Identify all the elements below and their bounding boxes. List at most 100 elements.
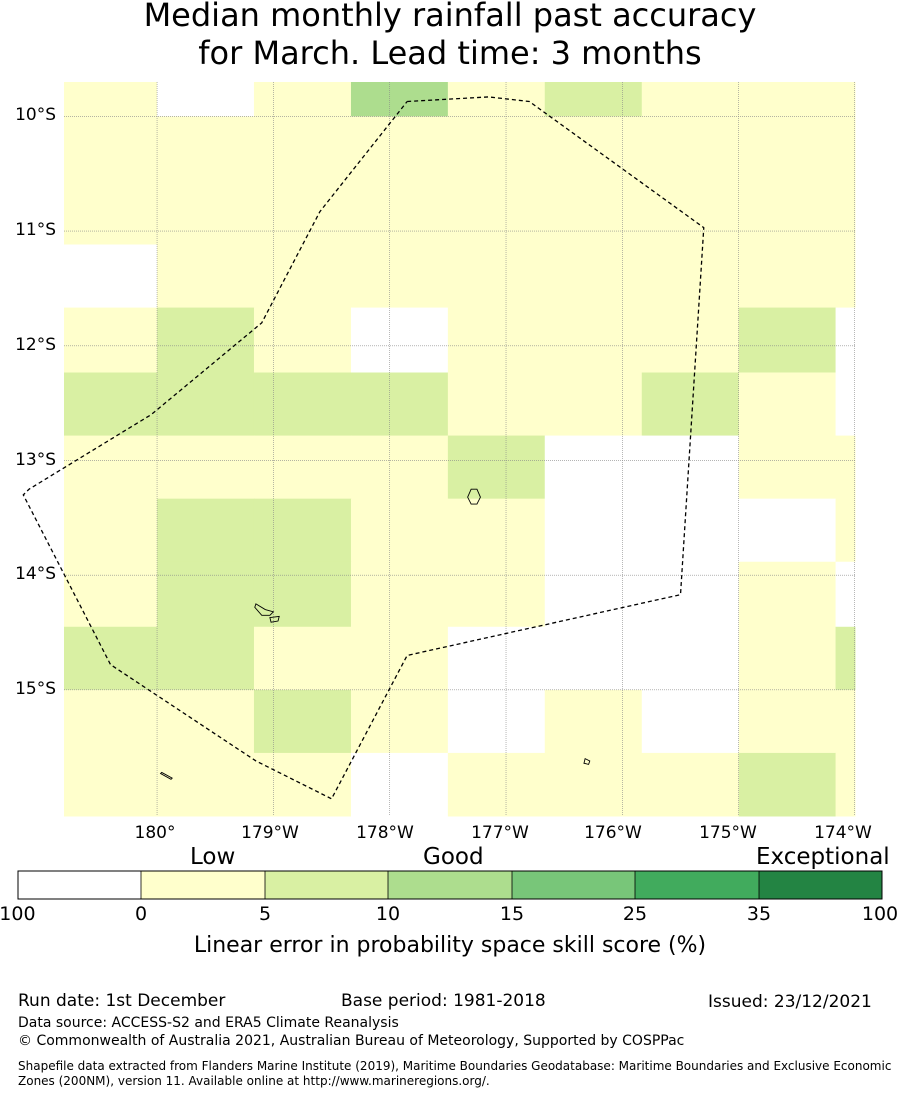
lon-label-175w: 175°W (699, 823, 757, 843)
skill-cell (544, 244, 643, 309)
skill-cell (350, 752, 449, 817)
skill-cell (64, 116, 158, 182)
skill-cell (738, 307, 837, 374)
skill-cell (350, 689, 449, 754)
colorbar-tick: 0 (134, 903, 148, 925)
skill-cell (447, 626, 546, 691)
skill-cell (64, 244, 158, 309)
skill-cell (835, 689, 856, 754)
islands (159, 488, 591, 780)
skill-cell (544, 307, 643, 374)
skill-cell (641, 689, 740, 754)
colorbar (17, 870, 883, 900)
skill-cell (157, 244, 255, 309)
island-outline (467, 488, 481, 505)
skill-cell (447, 498, 546, 563)
skill-cell (544, 116, 643, 182)
skill-cell (350, 372, 449, 437)
skill-cell (738, 498, 837, 563)
skill-cell (835, 561, 856, 628)
skill-cell (738, 626, 837, 691)
skill-cell (738, 689, 837, 754)
skill-cell (738, 561, 837, 628)
skill-cell (253, 244, 352, 309)
skill-cell (350, 181, 449, 246)
skill-cell (544, 689, 643, 754)
colorbar-low-label: Low (190, 844, 236, 870)
shapefile-credit-line-1: Shapefile data extracted from Flanders M… (18, 1059, 892, 1073)
skill-cell (253, 307, 352, 374)
lat-label-13s: 13°S (15, 450, 56, 470)
skill-cell (641, 561, 740, 628)
lat-label-10s: 10°S (15, 105, 56, 125)
skill-cell (641, 372, 740, 437)
lat-label-12s: 12°S (15, 335, 56, 355)
skill-cell (641, 181, 740, 246)
skill-cell (350, 116, 449, 182)
skill-cell (738, 372, 837, 437)
lon-label-178w: 178°W (356, 823, 414, 843)
lat-label-11s: 11°S (15, 220, 56, 240)
skill-cell (447, 372, 546, 437)
skill-cell (157, 116, 255, 182)
island-outline (254, 603, 275, 616)
skill-cell (64, 498, 158, 563)
skill-cell (157, 561, 255, 628)
skill-cell (253, 435, 352, 500)
chart-title: Median monthly rainfall past accuracy fo… (0, 0, 900, 72)
skill-cell (253, 82, 352, 117)
skill-cell (64, 307, 158, 374)
skill-cell (447, 181, 546, 246)
skill-cell (835, 626, 856, 691)
skill-cell (447, 752, 546, 817)
colorbar-segment (635, 871, 759, 899)
skill-cell (447, 116, 546, 182)
skill-cell (64, 752, 158, 817)
lon-label-176w: 176°W (584, 823, 642, 843)
skill-cell (835, 435, 856, 500)
skill-cell (157, 82, 255, 117)
skill-cell (835, 181, 856, 246)
skill-cell (641, 752, 740, 817)
island-outline (159, 771, 173, 780)
skill-cell (350, 307, 449, 374)
skill-cell (447, 244, 546, 309)
colorbar-tick: -100 (0, 903, 36, 925)
skill-cell (64, 689, 158, 754)
skill-cell (544, 372, 643, 437)
copyright: © Commonwealth of Australia 2021, Austra… (18, 1033, 685, 1049)
skill-cell (738, 244, 837, 309)
colorbar-tick: 15 (499, 903, 525, 925)
colorbar-tick: 100 (861, 903, 899, 925)
skill-cells (64, 82, 856, 817)
colorbar-segment (759, 871, 882, 899)
colorbar-axis-label: Linear error in probability space skill … (193, 933, 707, 958)
lon-label-174w: 174°W (814, 823, 872, 843)
skill-cell (253, 689, 352, 754)
skill-cell (447, 561, 546, 628)
island-outline (269, 615, 280, 623)
island-outline (583, 758, 591, 765)
skill-cell (544, 435, 643, 500)
skill-cell (835, 752, 856, 817)
colorbar-tick: 10 (375, 903, 401, 925)
skill-cell (64, 372, 158, 437)
colorbar-good-label: Good (423, 844, 484, 870)
longitude-labels: 180° 179°W 178°W 177°W 176°W 175°W 174°W (135, 823, 873, 843)
title-line-1: Median monthly rainfall past accuracy (143, 0, 757, 34)
colorbar-segment (265, 871, 388, 899)
skill-cell (253, 181, 352, 246)
colorbar-tick: 35 (746, 903, 772, 925)
colorbar-frame (17, 870, 883, 900)
skill-cell (253, 498, 352, 563)
eez-boundary (22, 96, 705, 800)
lon-label-179w: 179°W (241, 823, 299, 843)
skill-cell (835, 244, 856, 309)
skill-cell (350, 626, 449, 691)
skill-cell (157, 626, 255, 691)
colorbar-segment (388, 871, 512, 899)
skill-cell (641, 498, 740, 563)
skill-cell (447, 82, 546, 117)
skill-cell (738, 181, 837, 246)
